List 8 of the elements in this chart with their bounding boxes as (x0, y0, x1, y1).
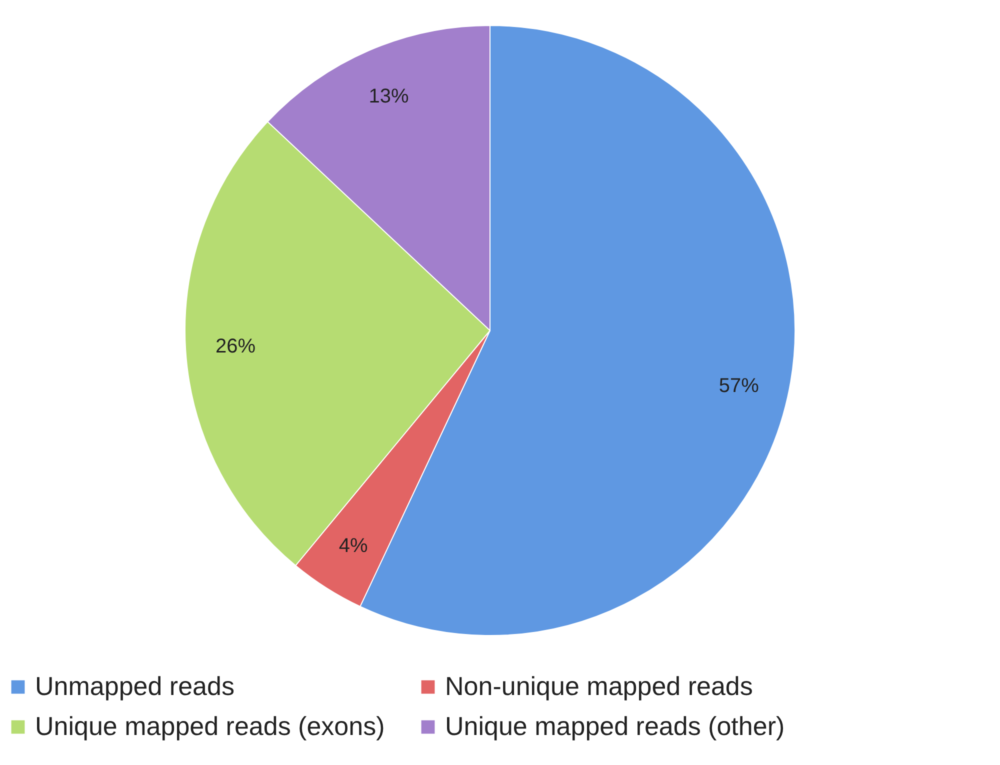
legend-label: Non-unique mapped reads (445, 671, 753, 701)
data-label: 26% (215, 336, 256, 358)
data-label: 4% (338, 534, 368, 557)
legend-label: Unique mapped reads (exons) (35, 711, 385, 741)
legend-label: Unique mapped reads (other) (445, 711, 785, 741)
data-label: 13% (368, 85, 409, 108)
data-label: 57% (718, 375, 760, 398)
legend-label: Unmapped reads (35, 671, 234, 701)
